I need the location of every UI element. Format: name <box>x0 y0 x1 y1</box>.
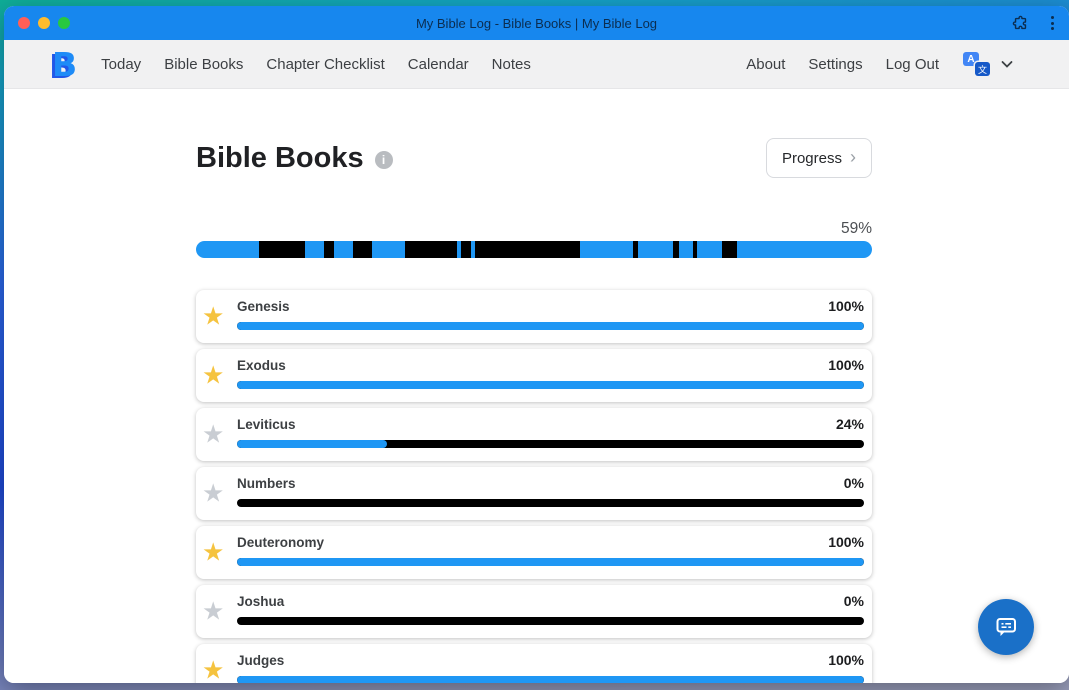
star-icon[interactable]: ★ <box>202 302 225 330</box>
traffic-lights <box>18 17 70 29</box>
book-card[interactable]: ★ Joshua 0% <box>196 585 872 638</box>
book-name: Numbers <box>237 476 296 491</box>
star-icon[interactable]: ★ <box>202 656 225 683</box>
book-name: Judges <box>237 653 285 668</box>
overall-bar-segment-read <box>580 241 634 258</box>
overall-bar-segment-unread <box>475 241 581 258</box>
book-percent: 0% <box>843 593 864 609</box>
book-card[interactable]: ★ Leviticus 24% <box>196 408 872 461</box>
nav-bar: B Today Bible Books Chapter Checklist Calen… <box>4 40 1069 89</box>
nav-item-chapter-checklist[interactable]: Chapter Checklist <box>266 55 385 73</box>
nav-item-about[interactable]: About <box>746 55 786 73</box>
overall-bar-segment-read <box>471 241 476 258</box>
book-name: Genesis <box>237 299 290 314</box>
overall-bar-segment-unread <box>693 241 698 258</box>
overall-bar-segment-unread <box>722 241 738 258</box>
book-card[interactable]: ★ Genesis 100% <box>196 290 872 343</box>
book-percent: 100% <box>828 357 864 373</box>
app-logo[interactable]: B <box>52 44 78 84</box>
extensions-icon[interactable] <box>1012 15 1029 32</box>
book-percent: 100% <box>828 652 864 668</box>
translate-front-square: 文 <box>975 62 990 76</box>
nav-item-log-out[interactable]: Log Out <box>885 55 939 73</box>
book-percent: 100% <box>828 298 864 314</box>
book-progress-track <box>237 381 864 389</box>
book-progress-track <box>237 322 864 330</box>
overall-bar-segment-read <box>638 241 674 258</box>
overall-bar-segment-unread <box>353 241 373 258</box>
book-progress-fill <box>237 676 864 683</box>
overall-bar-segment-read <box>372 241 406 258</box>
progress-button-label: Progress <box>781 149 842 167</box>
book-progress-track <box>237 558 864 566</box>
book-name: Joshua <box>237 594 285 609</box>
close-button[interactable] <box>18 17 30 29</box>
chevron-down-icon[interactable] <box>999 56 1015 72</box>
page-title-text: Bible Books <box>196 141 364 174</box>
book-percent: 100% <box>828 534 864 550</box>
overall-bar-segment-unread <box>405 241 458 258</box>
overall-bar-segment-read <box>334 241 354 258</box>
book-progress-track <box>237 440 864 448</box>
zoom-button[interactable] <box>58 17 70 29</box>
window-title: My Bible Log - Bible Books | My Bible Lo… <box>415 15 658 31</box>
browser-menu-icon[interactable] <box>1049 14 1056 32</box>
star-icon[interactable]: ★ <box>202 597 225 625</box>
book-name: Leviticus <box>237 417 296 432</box>
overall-bar-segment-read <box>457 241 462 258</box>
overall-bar-segment-unread <box>461 241 472 258</box>
book-name: Exodus <box>237 358 286 373</box>
page-title: Bible Books i <box>196 142 393 175</box>
book-progress-fill <box>237 440 388 448</box>
chevron-right-icon: › <box>850 147 856 167</box>
browser-window: My Bible Log - Bible Books | My Bible Lo… <box>4 6 1069 683</box>
overall-bar-segment-read <box>697 241 723 258</box>
progress-button[interactable]: Progress › <box>765 138 872 178</box>
star-icon[interactable]: ★ <box>202 479 225 507</box>
minimize-button[interactable] <box>38 17 50 29</box>
chat-button[interactable] <box>978 599 1034 655</box>
overall-bar-segment-unread <box>259 241 306 258</box>
book-card[interactable]: ★ Deuteronomy 100% <box>196 526 872 579</box>
book-progress-fill <box>237 322 864 330</box>
page-content: Bible Books i Progress › 59% ★ Genesis 1… <box>4 89 1069 683</box>
book-progress-track <box>237 617 864 625</box>
overall-bar-segment-read <box>196 241 260 258</box>
translate-icon[interactable]: A 文 <box>963 52 990 76</box>
overall-progress-bar <box>196 241 872 258</box>
nav-left: Today Bible Books Chapter Checklist Calenda… <box>101 56 531 73</box>
overall-bar-segment-read <box>737 241 872 258</box>
book-card[interactable]: ★ Exodus 100% <box>196 349 872 402</box>
book-percent: 24% <box>835 416 864 432</box>
star-icon[interactable]: ★ <box>202 538 225 566</box>
nav-item-bible-books[interactable]: Bible Books <box>164 55 244 73</box>
book-progress-fill <box>237 381 864 389</box>
overall-bar-segment-read <box>679 241 694 258</box>
chat-bubble-icon <box>996 618 1016 636</box>
overall-percent: 59% <box>840 220 872 237</box>
book-percent: 0% <box>843 475 864 491</box>
overall-bar-segment-unread <box>324 241 335 258</box>
book-progress-track <box>237 499 864 507</box>
nav-item-today[interactable]: Today <box>101 55 142 73</box>
book-card[interactable]: ★ Numbers 0% <box>196 467 872 520</box>
nav-right: About Settings Log Out <box>746 56 939 73</box>
title-bar[interactable]: My Bible Log - Bible Books | My Bible Lo… <box>4 6 1069 40</box>
star-icon[interactable]: ★ <box>202 420 225 448</box>
nav-item-calendar[interactable]: Calendar <box>407 55 469 73</box>
overall-bar-segment-unread <box>633 241 639 258</box>
nav-item-notes[interactable]: Notes <box>491 55 531 73</box>
book-name: Deuteronomy <box>237 535 325 550</box>
overall-bar-segment-read <box>305 241 325 258</box>
info-icon[interactable]: i <box>374 151 393 169</box>
book-list: ★ Genesis 100% ★ Exodus 100% ★ L <box>196 290 872 683</box>
overall-bar-segment-unread <box>673 241 680 258</box>
star-icon[interactable]: ★ <box>202 361 225 389</box>
book-progress-track <box>237 676 864 683</box>
nav-item-settings[interactable]: Settings <box>808 55 863 73</box>
book-card[interactable]: ★ Judges 100% <box>196 644 872 683</box>
book-progress-fill <box>237 558 864 566</box>
